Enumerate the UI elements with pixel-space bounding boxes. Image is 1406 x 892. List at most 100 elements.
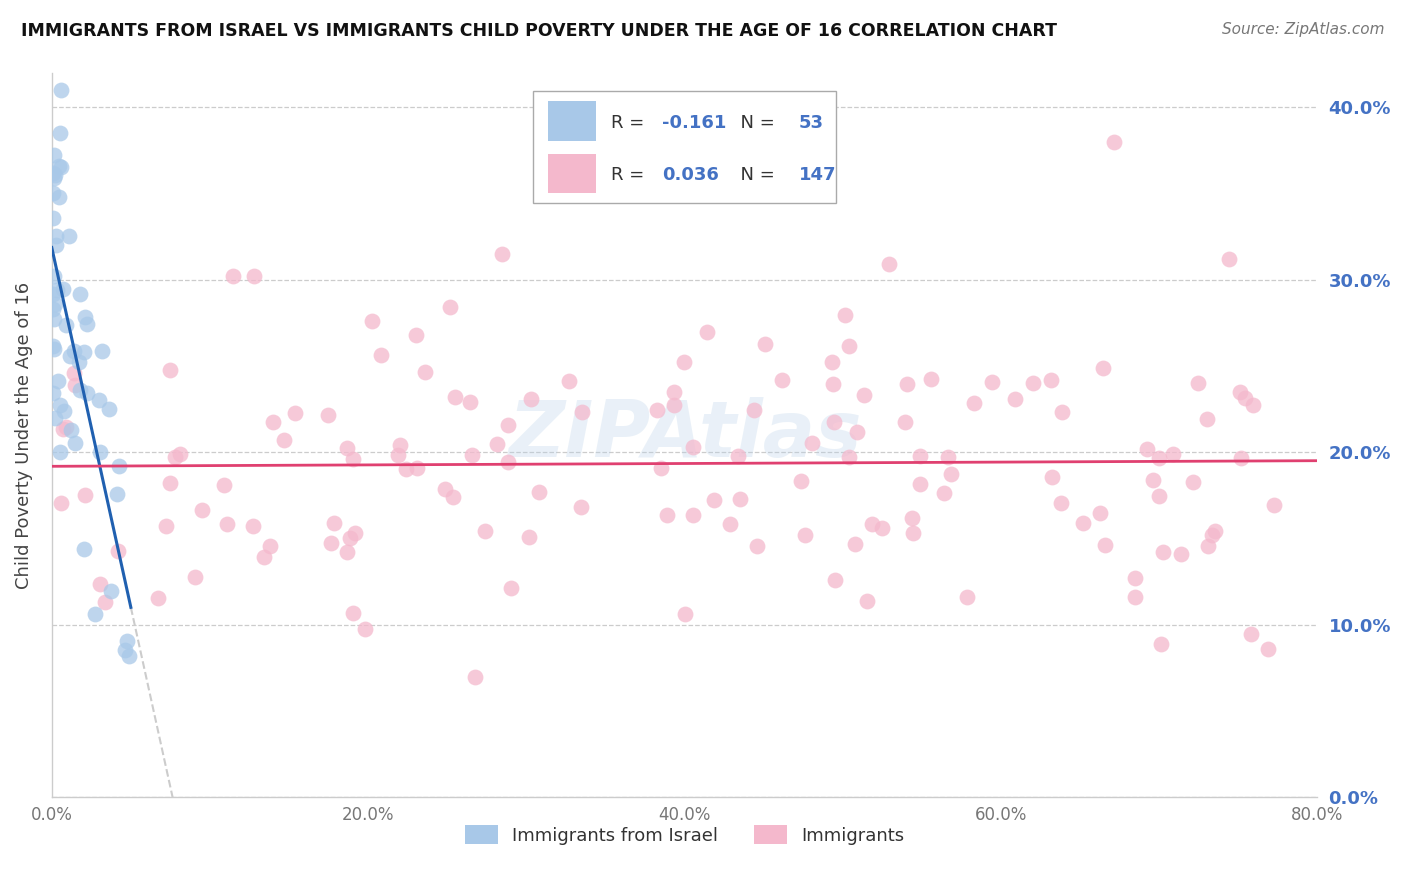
Point xyxy=(42,166,65,180)
Point xyxy=(46,283,69,297)
Point xyxy=(800,436,823,450)
Point xyxy=(838,338,860,352)
Point xyxy=(59,423,82,437)
Point xyxy=(491,246,513,260)
Point xyxy=(1147,451,1170,466)
Point xyxy=(46,374,69,388)
Point xyxy=(284,406,307,420)
Point xyxy=(115,634,138,648)
Point xyxy=(838,450,860,464)
Point xyxy=(1142,473,1164,487)
Point xyxy=(655,508,678,522)
Point xyxy=(217,516,239,531)
Point xyxy=(336,545,359,559)
Point xyxy=(1257,641,1279,656)
Point xyxy=(1004,392,1026,407)
Point xyxy=(900,511,922,525)
Point xyxy=(1049,496,1071,510)
Text: ZIPAtlas: ZIPAtlas xyxy=(508,397,862,474)
Point xyxy=(527,484,550,499)
Point xyxy=(1230,451,1253,466)
Point xyxy=(770,373,793,387)
Point xyxy=(908,450,931,464)
Point xyxy=(569,500,592,514)
Point xyxy=(1094,538,1116,552)
Point xyxy=(834,309,856,323)
Point xyxy=(169,447,191,461)
Point xyxy=(48,190,70,204)
Point xyxy=(1201,528,1223,542)
Point xyxy=(461,448,484,462)
Point xyxy=(433,482,456,496)
Point xyxy=(69,384,91,398)
Point xyxy=(703,493,725,508)
Point xyxy=(1182,475,1205,490)
Point xyxy=(45,237,67,252)
Point xyxy=(790,474,813,488)
Point xyxy=(1170,547,1192,561)
Point xyxy=(571,405,593,419)
Point xyxy=(744,403,766,417)
Point xyxy=(42,171,65,186)
Point xyxy=(148,591,170,606)
Point xyxy=(73,542,96,557)
Point xyxy=(941,467,963,482)
Point xyxy=(98,401,121,416)
Point xyxy=(1088,507,1111,521)
Point xyxy=(856,594,879,608)
Bar xyxy=(548,101,596,141)
Point xyxy=(370,348,392,362)
Point xyxy=(650,461,672,475)
Point xyxy=(322,516,344,530)
Point xyxy=(934,486,956,500)
Point xyxy=(42,339,65,353)
Point xyxy=(981,375,1004,389)
Point xyxy=(662,385,685,400)
Point xyxy=(1197,539,1219,553)
Point xyxy=(896,376,918,391)
Point xyxy=(65,435,87,450)
Point xyxy=(89,577,111,591)
Point xyxy=(486,437,509,451)
Point xyxy=(222,268,245,283)
Point xyxy=(212,478,235,492)
Point xyxy=(754,336,776,351)
Point xyxy=(1123,571,1146,585)
Point xyxy=(853,387,876,401)
Point xyxy=(94,594,117,608)
Point xyxy=(662,398,685,412)
Point xyxy=(107,544,129,558)
Point xyxy=(517,530,540,544)
Point xyxy=(163,450,186,465)
Point xyxy=(405,328,427,343)
Point xyxy=(1204,524,1226,538)
Point xyxy=(439,300,461,314)
Point xyxy=(183,570,205,584)
Point xyxy=(718,517,741,532)
Point xyxy=(259,539,281,553)
Point xyxy=(89,445,111,459)
Point xyxy=(1123,590,1146,604)
Point xyxy=(1240,627,1263,641)
Legend: Immigrants from Israel, Immigrants: Immigrants from Israel, Immigrants xyxy=(456,816,912,854)
Point xyxy=(696,325,718,339)
Point xyxy=(682,440,704,454)
Point xyxy=(413,365,436,379)
Text: IMMIGRANTS FROM ISRAEL VS IMMIGRANTS CHILD POVERTY UNDER THE AGE OF 16 CORRELATI: IMMIGRANTS FROM ISRAEL VS IMMIGRANTS CHI… xyxy=(21,22,1057,40)
Point xyxy=(353,623,375,637)
Point xyxy=(520,392,543,407)
Point xyxy=(745,539,768,553)
Point xyxy=(877,256,900,270)
Point xyxy=(1104,135,1126,149)
Point xyxy=(73,310,96,324)
Point xyxy=(672,354,695,368)
Text: N =: N = xyxy=(728,113,780,131)
Point xyxy=(1241,398,1264,412)
Point xyxy=(647,402,669,417)
Point xyxy=(49,496,72,510)
Point xyxy=(65,377,87,392)
Point xyxy=(67,355,90,369)
Point xyxy=(252,549,274,564)
Point xyxy=(1136,442,1159,456)
Point xyxy=(673,607,696,621)
